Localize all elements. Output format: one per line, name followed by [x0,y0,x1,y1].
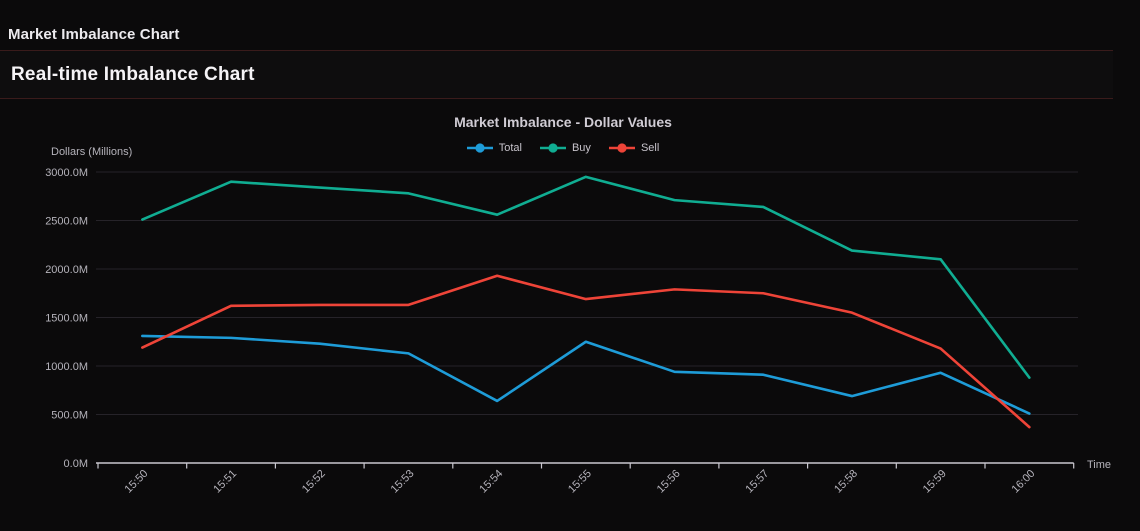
svg-text:15:52: 15:52 [300,468,328,496]
legend-marker-sell-icon [608,143,635,153]
svg-text:15:53: 15:53 [389,468,417,496]
legend-marker-total-icon [466,143,493,153]
svg-text:15:59: 15:59 [921,468,949,496]
svg-text:15:56: 15:56 [655,468,683,496]
chart-legend: Total Buy Sell [0,142,1126,154]
svg-text:15:58: 15:58 [832,468,860,496]
legend-item-total[interactable]: Total [466,142,522,154]
legend-marker-buy-icon [539,143,566,153]
svg-text:15:55: 15:55 [566,468,594,496]
svg-text:15:51: 15:51 [211,468,239,496]
legend-item-buy[interactable]: Buy [539,142,591,154]
svg-text:2500.0M: 2500.0M [45,216,88,228]
app-header: Market Imbalance Chart [0,0,1113,51]
legend-label-buy: Buy [571,142,591,154]
app-title: Market Imbalance Chart [8,26,180,43]
y-axis-title: Dollars (Millions) [51,146,133,158]
svg-text:3000.0M: 3000.0M [45,167,88,179]
section-header: Real-time Imbalance Chart [0,51,1113,99]
svg-text:15:57: 15:57 [743,468,771,496]
svg-text:0.0M: 0.0M [64,458,88,470]
svg-text:15:50: 15:50 [123,468,151,496]
svg-text:2000.0M: 2000.0M [45,264,88,276]
svg-text:1000.0M: 1000.0M [45,361,88,373]
svg-text:16:00: 16:00 [1010,468,1038,496]
legend-label-total: Total [498,142,522,154]
chart-title: Market Imbalance - Dollar Values [454,114,672,130]
chart-canvas[interactable]: 0.0M 500.0M 1000.0M 1500.0M 2000.0M 2500.0M 30… [0,100,1140,531]
svg-text:500.0M: 500.0M [51,410,88,422]
svg-text:1500.0M: 1500.0M [45,313,88,325]
svg-text:15:54: 15:54 [477,468,505,496]
page-title: Real-time Imbalance Chart [11,64,255,85]
legend-item-sell[interactable]: Sell [608,142,660,154]
x-axis-title: Time [1087,459,1112,471]
legend-label-sell: Sell [640,142,660,154]
imbalance-chart-panel: 0.0M 500.0M 1000.0M 1500.0M 2000.0M 2500.0M 30… [0,100,1140,531]
